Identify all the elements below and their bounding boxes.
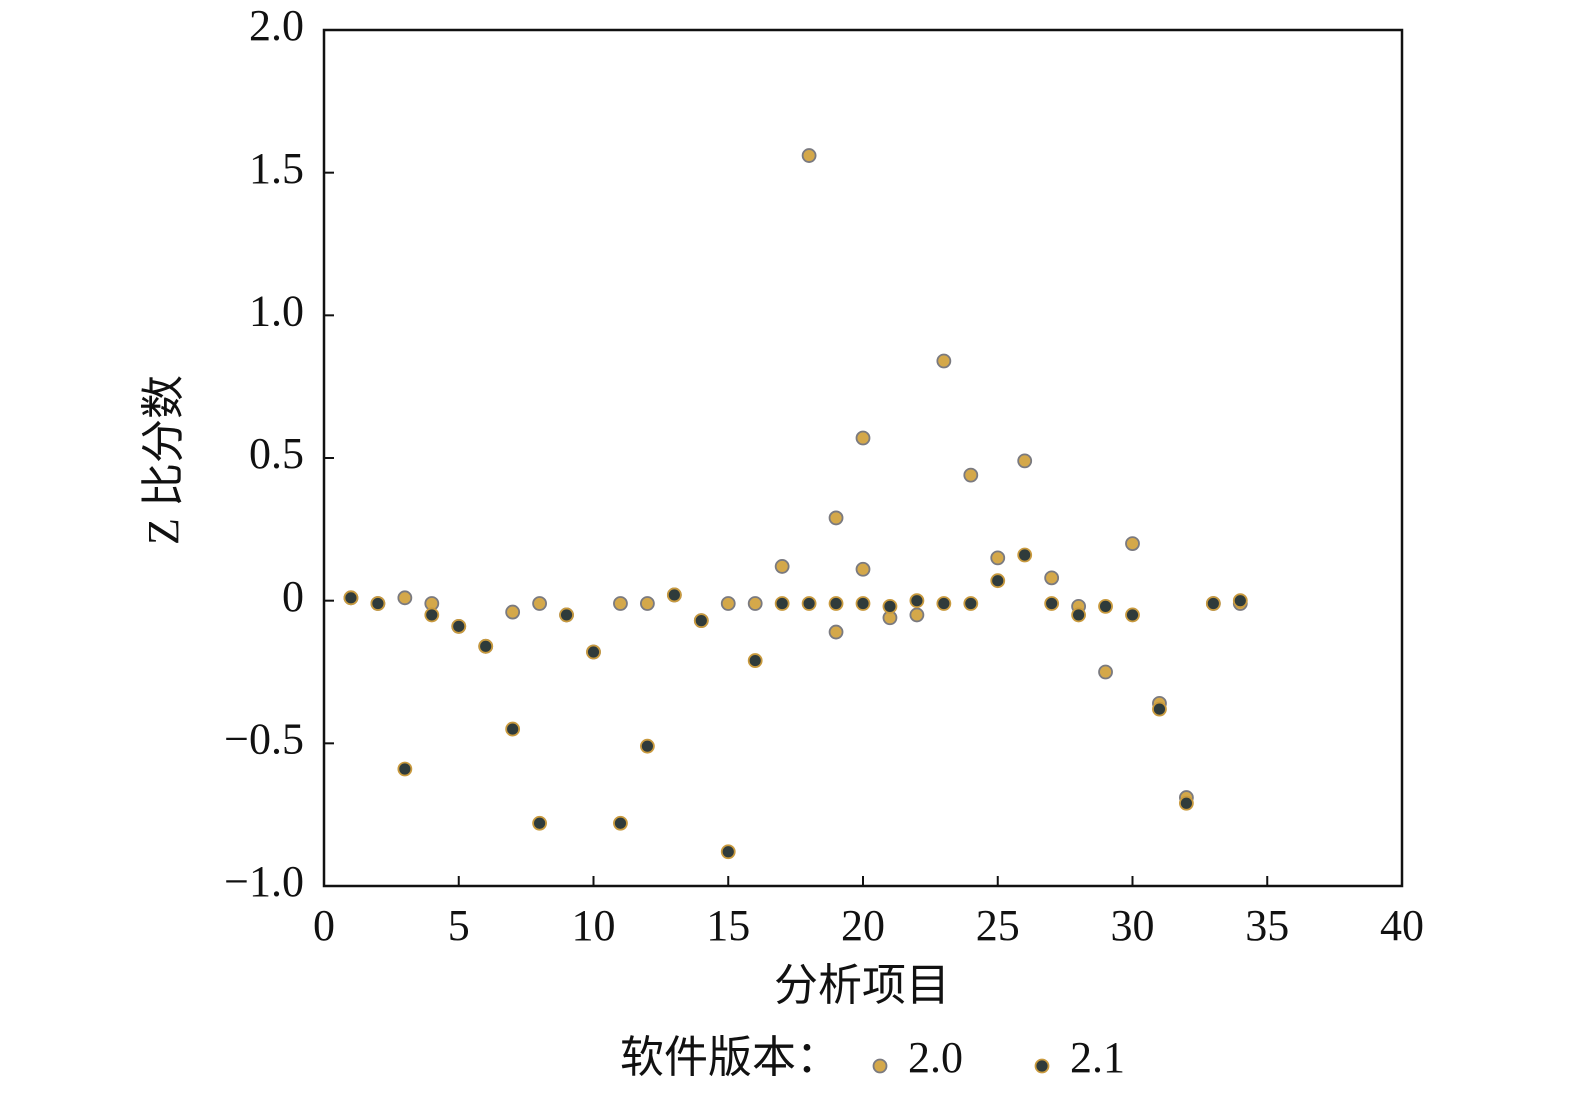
data-point — [720, 844, 736, 860]
x-tick-label: 20 — [841, 901, 885, 950]
data-point — [855, 561, 871, 577]
data-point — [693, 613, 709, 629]
data-point — [990, 573, 1006, 589]
data-point — [1071, 607, 1086, 623]
data-point — [855, 430, 871, 446]
data-point — [909, 607, 925, 623]
data-point — [1044, 570, 1060, 586]
y-tick-label: 0.5 — [249, 429, 304, 478]
data-point — [963, 596, 979, 611]
data-point — [613, 596, 628, 611]
y-tick-label: −0.5 — [224, 714, 304, 763]
data-point — [397, 590, 413, 606]
data-point — [1152, 701, 1167, 717]
data-point — [1232, 593, 1248, 609]
data-point — [1205, 596, 1221, 611]
data-point — [478, 638, 494, 654]
data-point — [370, 596, 386, 611]
data-point — [936, 353, 952, 369]
data-point — [613, 815, 628, 831]
data-point — [1125, 536, 1140, 551]
x-tick-label: 15 — [706, 901, 750, 950]
x-axis-label: 分析项目 — [774, 961, 950, 1010]
y-axis-label: Z 比分数 — [139, 375, 188, 545]
x-tick-label: 25 — [976, 901, 1020, 950]
x-tick-label: 35 — [1245, 901, 1289, 950]
data-point — [747, 596, 763, 611]
data-point — [343, 590, 359, 606]
data-point — [774, 596, 790, 611]
y-tick-label: 1.0 — [249, 286, 304, 335]
y-tick-label: 1.5 — [249, 144, 304, 193]
data-point — [720, 596, 736, 611]
plot-frame — [322, 28, 1404, 888]
data-point — [1017, 453, 1033, 469]
data-point — [1125, 607, 1140, 623]
y-tick-label: −1.0 — [224, 857, 304, 906]
data-point — [828, 510, 844, 526]
data-point — [855, 596, 871, 611]
legend-marker — [872, 1058, 888, 1074]
data-point — [532, 815, 547, 831]
x-tick-label: 5 — [448, 901, 470, 950]
x-tick-label: 40 — [1380, 901, 1424, 950]
y-tick-label: 0 — [282, 572, 304, 621]
data-point — [936, 596, 952, 611]
data-point — [801, 148, 817, 163]
x-tick-label: 10 — [572, 901, 616, 950]
data-point — [532, 596, 547, 611]
data-point — [1098, 598, 1113, 614]
data-point — [505, 604, 521, 620]
data-point — [828, 624, 844, 640]
y-tick-label: 2.0 — [249, 1, 304, 50]
data-point — [505, 721, 521, 737]
data-point — [909, 593, 925, 609]
data-point — [397, 761, 413, 777]
data-point — [1017, 547, 1033, 563]
data-point — [640, 596, 655, 611]
data-point — [451, 618, 467, 634]
data-point — [963, 467, 979, 483]
legend-marker — [1034, 1058, 1050, 1074]
data-point — [990, 550, 1006, 566]
x-tick-label: 0 — [313, 901, 335, 950]
data-point — [559, 607, 574, 623]
data-point — [801, 596, 817, 611]
data-point — [640, 738, 655, 754]
data-point — [1098, 664, 1113, 680]
x-tick-label: 30 — [1111, 901, 1155, 950]
legend-label: 2.0 — [908, 1033, 963, 1082]
data-point — [747, 653, 763, 668]
data-point — [774, 559, 790, 574]
data-point — [1044, 596, 1060, 611]
legend-label: 2.1 — [1070, 1033, 1125, 1082]
data-point — [828, 596, 844, 611]
legend-title: 软件版本： — [620, 1033, 840, 1082]
data-point — [882, 598, 898, 614]
data-point — [1179, 795, 1194, 811]
data-point — [586, 644, 601, 660]
data-point — [424, 607, 440, 623]
data-point — [666, 587, 682, 603]
